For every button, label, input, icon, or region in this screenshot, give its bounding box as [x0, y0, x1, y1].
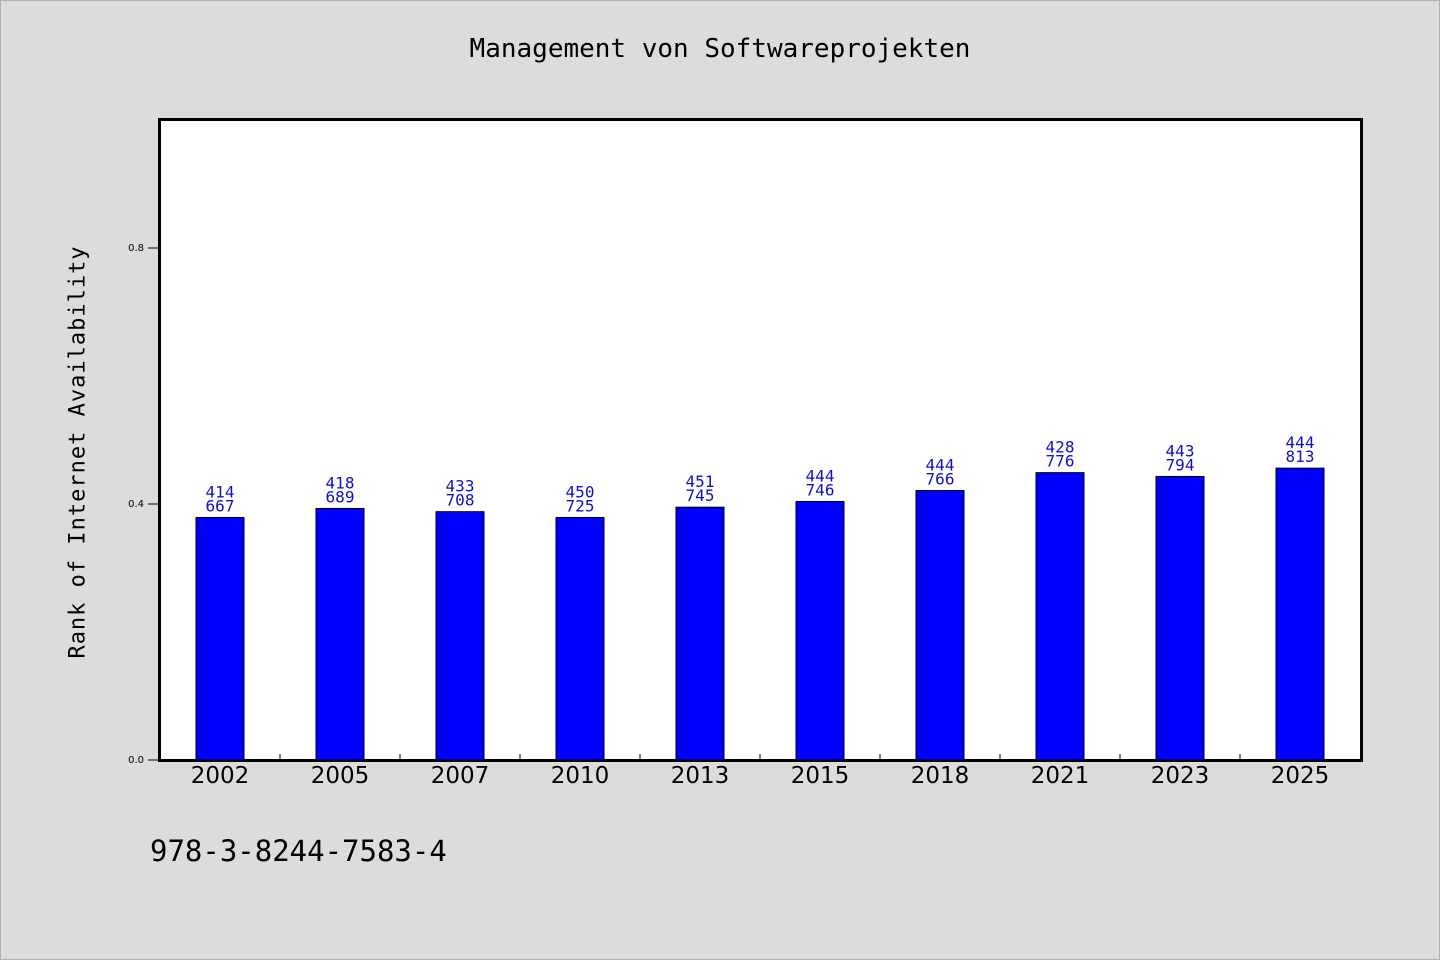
y-tick-label: 0.8 — [128, 243, 144, 254]
bar-label-top-2005: 418 — [326, 473, 355, 492]
bar-label-top-2007: 433 — [446, 477, 475, 496]
bar-label-top-2002: 414 — [206, 482, 235, 501]
bar-2005 — [315, 507, 365, 761]
x-tick-label-2013: 2013 — [671, 763, 730, 789]
x-tick-label-2005: 2005 — [311, 763, 370, 789]
bar-label-bottom-2007: 708 — [446, 491, 475, 510]
isbn-code: 978-3-8244-7583-4 — [150, 834, 447, 868]
bar-2007 — [435, 511, 485, 761]
bar-label-top-2013: 451 — [686, 472, 715, 491]
bar-2023 — [1155, 475, 1205, 761]
bar-label-top-2025: 444 — [1286, 433, 1315, 452]
bar-label-bottom-2013: 745 — [686, 486, 715, 505]
bar-label-top-2021: 428 — [1046, 438, 1075, 457]
bar-label-bottom-2025: 813 — [1286, 447, 1315, 466]
y-tick-label: 0.0 — [128, 755, 144, 766]
x-tick-label-2018: 2018 — [911, 763, 970, 789]
bar-label-bottom-2021: 776 — [1046, 452, 1075, 471]
bar-label-top-2018: 444 — [926, 456, 955, 475]
bar-label-bottom-2015: 746 — [806, 480, 835, 499]
bar-2018 — [915, 490, 965, 761]
bar-label-top-2015: 444 — [806, 466, 835, 485]
bar-2013 — [675, 506, 725, 761]
x-tick-label-2025: 2025 — [1271, 763, 1330, 789]
bar-2025 — [1275, 467, 1325, 761]
bar-2002 — [195, 516, 245, 761]
x-tick-label-2015: 2015 — [791, 763, 850, 789]
x-tick-label-2021: 2021 — [1031, 763, 1090, 789]
y-tick-label: 0.4 — [128, 499, 144, 510]
chart-title: Management von Softwareprojekten — [469, 34, 971, 64]
bar-label-top-2010: 450 — [566, 482, 595, 501]
x-tick-label-2002: 2002 — [191, 763, 250, 789]
x-tick-label-2010: 2010 — [551, 763, 610, 789]
bar-2010 — [555, 516, 605, 761]
bar-label-bottom-2023: 794 — [1166, 455, 1195, 474]
bar-label-bottom-2018: 766 — [926, 470, 955, 489]
bar-label-bottom-2002: 667 — [206, 496, 235, 515]
bar-label-bottom-2010: 725 — [566, 496, 595, 515]
bar-2015 — [795, 500, 845, 761]
bar-label-bottom-2005: 689 — [326, 487, 355, 506]
bar-2021 — [1035, 472, 1085, 761]
bar-label-top-2023: 443 — [1166, 441, 1195, 460]
x-tick-label-2023: 2023 — [1151, 763, 1210, 789]
x-tick-label-2007: 2007 — [431, 763, 490, 789]
